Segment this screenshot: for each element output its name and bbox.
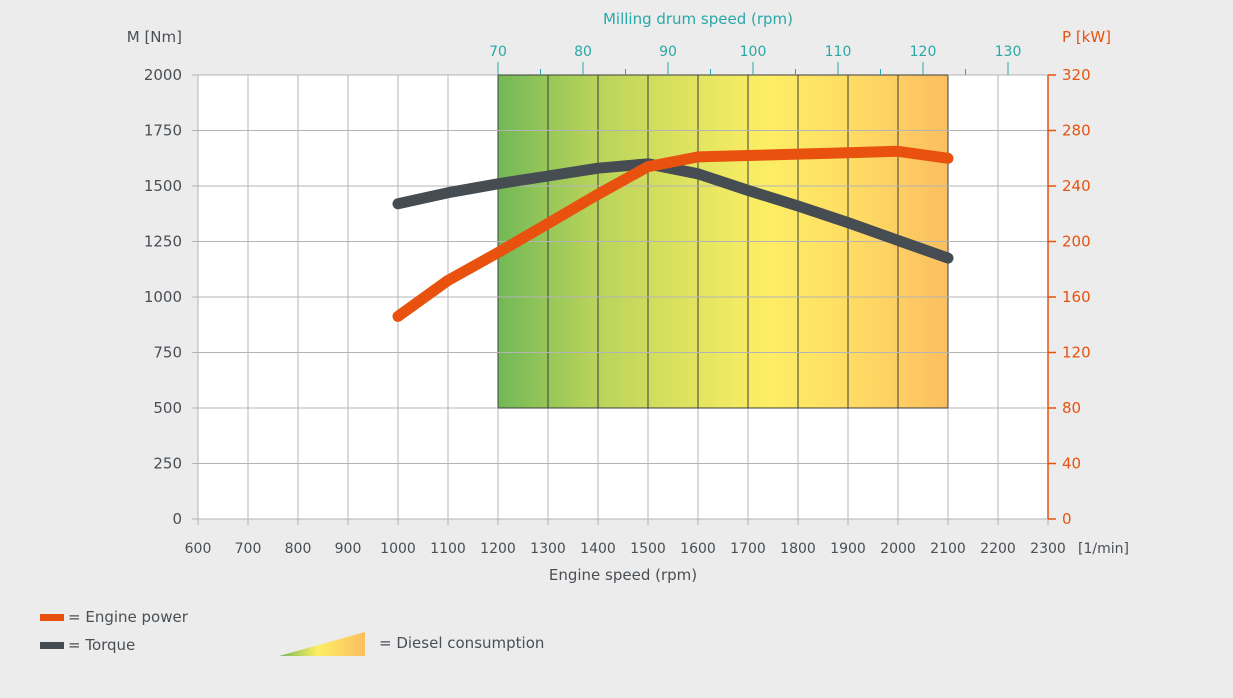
right-tick-label: 240 [1062, 177, 1091, 195]
bottom-tick-label: 1300 [530, 541, 566, 557]
bottom-tick-label: 1400 [580, 541, 616, 557]
right-tick-label: 80 [1062, 399, 1081, 417]
top-tick-label: 100 [740, 44, 767, 60]
bottom-tick-label: 1700 [730, 541, 766, 557]
right-tick-label: 320 [1062, 66, 1091, 84]
bottom-tick-label: 1000 [380, 541, 416, 557]
bottom-tick-label: 2200 [980, 541, 1016, 557]
top-tick-label: 70 [489, 44, 507, 60]
bottom-tick-label: 700 [235, 541, 262, 557]
right-tick-label: 40 [1062, 455, 1081, 473]
bottom-tick-label: 2000 [880, 541, 916, 557]
bottom-tick-label: 2100 [930, 541, 966, 557]
left-tick-label: 1250 [144, 233, 182, 251]
torque-swatch [40, 641, 64, 649]
torque-line [392, 158, 954, 264]
right-tick-label: 200 [1062, 233, 1091, 251]
legend-diesel-label: = Diesel consumption [379, 634, 545, 652]
bottom-tick-label: 1900 [830, 541, 866, 557]
left-tick-label: 0 [172, 510, 182, 528]
left-tick-label: 500 [153, 399, 182, 417]
legend-item-diesel: = Diesel consumption [279, 630, 544, 656]
legend-item-torque: = Torque [40, 636, 135, 654]
bottom-tick-label: 1500 [630, 541, 666, 557]
right-tick-label: 120 [1062, 344, 1091, 362]
left-tick-label: 250 [153, 455, 182, 473]
bottom-tick-label: 1600 [680, 541, 716, 557]
legend-item-power: = Engine power [40, 608, 188, 626]
right-axis-title: P [kW] [1062, 28, 1111, 46]
bottom-tick-label: 1200 [480, 541, 516, 557]
right-tick-label: 280 [1062, 122, 1091, 140]
top-tick-label: 90 [659, 44, 677, 60]
diesel-wedge-icon [279, 632, 365, 656]
top-tick-label: 130 [995, 44, 1022, 60]
left-axis-title: M [Nm] [127, 28, 182, 46]
left-tick-label: 1000 [144, 288, 182, 306]
x-axis-title: Engine speed (rpm) [549, 566, 697, 584]
chart: 0 40 80 120 160 200 240 280 320 0 250 500 750 1000 125… [127, 10, 1129, 584]
right-tick-label: 160 [1062, 288, 1091, 306]
legend-power-label: = Engine power [68, 608, 188, 626]
bottom-tick-label: 900 [335, 541, 362, 557]
bottom-tick-label: 800 [285, 541, 312, 557]
power-swatch [40, 613, 64, 621]
bottom-tick-label: 2300 [1030, 541, 1066, 557]
top-tick-label: 120 [910, 44, 937, 60]
engine-power-line [392, 145, 954, 322]
left-tick-label: 1750 [144, 122, 182, 140]
top-axis-title: Milling drum speed (rpm) [603, 10, 793, 28]
right-tick-label: 0 [1062, 510, 1072, 528]
left-tick-label: 1500 [144, 177, 182, 195]
bottom-tick-label: 1800 [780, 541, 816, 557]
left-tick-label: 2000 [144, 66, 182, 84]
x-unit-label: [1/min] [1078, 541, 1129, 557]
bottom-tick-label: 600 [185, 541, 212, 557]
bottom-tick-label: 1100 [430, 541, 466, 557]
top-tick-label: 110 [825, 44, 852, 60]
legend-torque-label: = Torque [68, 636, 136, 654]
left-tick-label: 750 [153, 344, 182, 362]
top-tick-label: 80 [574, 44, 592, 60]
